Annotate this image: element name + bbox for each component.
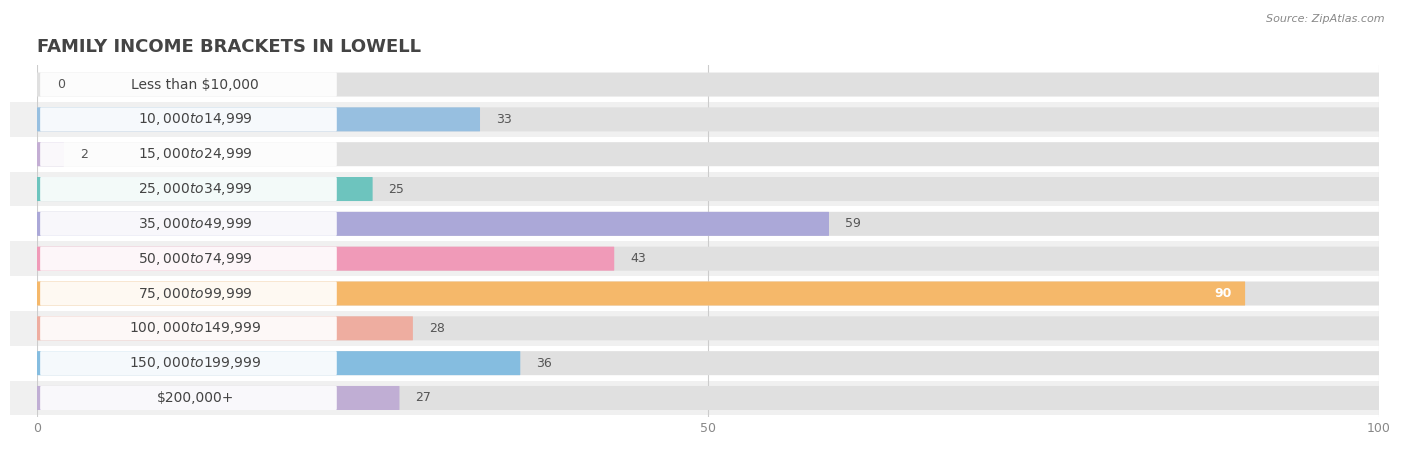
FancyBboxPatch shape [10,346,1379,381]
FancyBboxPatch shape [37,247,614,271]
FancyBboxPatch shape [37,282,1246,306]
Text: 33: 33 [496,113,512,126]
FancyBboxPatch shape [10,67,1379,102]
Text: 59: 59 [845,217,860,230]
FancyBboxPatch shape [10,381,1379,415]
FancyBboxPatch shape [10,137,1379,171]
Text: $35,000 to $49,999: $35,000 to $49,999 [138,216,253,232]
Text: $25,000 to $34,999: $25,000 to $34,999 [138,181,253,197]
Text: $200,000+: $200,000+ [156,391,233,405]
Text: 27: 27 [415,392,432,405]
FancyBboxPatch shape [41,247,337,271]
FancyBboxPatch shape [10,241,1379,276]
FancyBboxPatch shape [37,212,1379,236]
FancyBboxPatch shape [41,316,337,340]
FancyBboxPatch shape [41,212,337,236]
FancyBboxPatch shape [37,177,373,201]
FancyBboxPatch shape [10,102,1379,137]
FancyBboxPatch shape [41,282,337,306]
FancyBboxPatch shape [37,282,1379,306]
Text: $50,000 to $74,999: $50,000 to $74,999 [138,251,253,267]
Text: FAMILY INCOME BRACKETS IN LOWELL: FAMILY INCOME BRACKETS IN LOWELL [37,37,420,55]
Text: 36: 36 [536,357,553,369]
Text: $10,000 to $14,999: $10,000 to $14,999 [138,111,253,127]
Text: Source: ZipAtlas.com: Source: ZipAtlas.com [1267,14,1385,23]
Text: $150,000 to $199,999: $150,000 to $199,999 [129,355,262,371]
FancyBboxPatch shape [41,177,337,201]
FancyBboxPatch shape [37,351,520,375]
FancyBboxPatch shape [37,386,399,410]
FancyBboxPatch shape [37,142,1379,166]
FancyBboxPatch shape [37,72,1379,97]
FancyBboxPatch shape [41,142,337,166]
Text: Less than $10,000: Less than $10,000 [131,77,259,91]
FancyBboxPatch shape [41,351,337,375]
Text: $15,000 to $24,999: $15,000 to $24,999 [138,146,253,162]
FancyBboxPatch shape [37,177,1379,201]
FancyBboxPatch shape [37,212,830,236]
Text: 90: 90 [1213,287,1232,300]
Text: 28: 28 [429,322,444,335]
FancyBboxPatch shape [10,171,1379,207]
FancyBboxPatch shape [41,386,337,410]
FancyBboxPatch shape [10,276,1379,311]
Text: 2: 2 [80,148,87,161]
FancyBboxPatch shape [10,311,1379,346]
Text: 25: 25 [388,183,405,195]
FancyBboxPatch shape [37,108,479,131]
Text: $100,000 to $149,999: $100,000 to $149,999 [129,320,262,336]
FancyBboxPatch shape [37,386,1379,410]
Text: $75,000 to $99,999: $75,000 to $99,999 [138,285,253,302]
Text: 43: 43 [630,252,645,265]
FancyBboxPatch shape [37,316,413,340]
FancyBboxPatch shape [41,72,337,97]
Text: 0: 0 [56,78,65,91]
FancyBboxPatch shape [37,142,63,166]
FancyBboxPatch shape [41,108,337,131]
FancyBboxPatch shape [37,247,1379,271]
FancyBboxPatch shape [37,351,1379,375]
FancyBboxPatch shape [37,108,1379,131]
FancyBboxPatch shape [37,316,1379,340]
FancyBboxPatch shape [10,207,1379,241]
